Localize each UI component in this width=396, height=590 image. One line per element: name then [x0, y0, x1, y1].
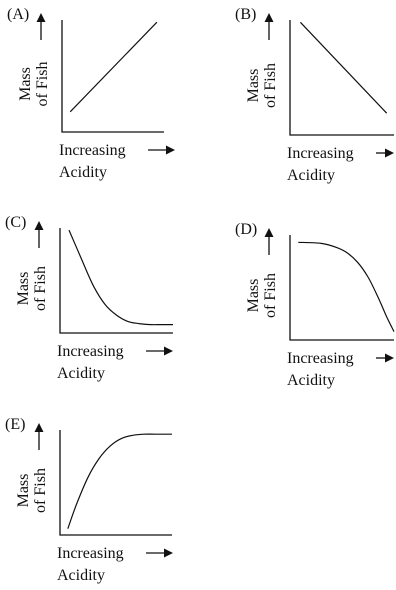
y-axis-label-line2: of Fish: [262, 273, 279, 318]
panel-label-a: (A): [7, 6, 29, 23]
x-axis-label-line2: Acidity: [59, 164, 107, 181]
axes-a: [61, 20, 164, 133]
x-axis-arrow-head: [385, 353, 394, 363]
x-axis-label-line1: Increasing: [57, 545, 124, 562]
y-axis-label-line2: of Fish: [32, 266, 49, 311]
x-axis-label-line2: Acidity: [57, 567, 105, 584]
series-line-b: [299, 21, 388, 114]
series-line-a: [69, 21, 158, 113]
x-axis-arrow-head: [385, 148, 394, 158]
y-axis-arrow-head: [264, 13, 274, 22]
series-line-d: [298, 241, 395, 332]
x-axis-label-line1: Increasing: [59, 142, 126, 159]
y-axis-arrow-head: [36, 13, 46, 22]
y-axis-label-line1: Mass: [15, 474, 32, 508]
series-line-e: [67, 433, 172, 529]
y-axis-label-line2: of Fish: [32, 468, 49, 513]
y-axis-label-line1: Mass: [245, 69, 262, 103]
y-axis-label-line1: Mass: [245, 279, 262, 313]
x-axis-label-line1: Increasing: [287, 350, 354, 367]
x-axis-label-line2: Acidity: [287, 167, 335, 184]
x-axis-label-line2: Acidity: [57, 365, 105, 382]
panel-label-d: (D): [235, 221, 257, 238]
panel-c: (C) Mass of Fish Increasing Acidity: [5, 214, 173, 382]
y-axis-arrow-head: [34, 423, 44, 432]
x-axis-label-line1: Increasing: [57, 343, 124, 360]
panel-b: (B) Mass of Fish Increasing Acidity: [235, 6, 394, 184]
series-line-c: [68, 229, 173, 326]
axes-b: [289, 20, 394, 136]
panel-label-e: (E): [5, 416, 25, 433]
y-axis-arrow-head: [34, 221, 44, 230]
panel-label-c: (C): [5, 214, 26, 231]
x-axis-label-line1: Increasing: [287, 145, 354, 162]
y-axis-label-line1: Mass: [15, 272, 32, 306]
y-axis-label-line2: of Fish: [262, 63, 279, 108]
axes-c: [59, 228, 173, 334]
x-axis-arrow-head: [164, 548, 173, 558]
panel-label-b: (B): [235, 6, 256, 23]
axes-e: [59, 430, 172, 536]
x-axis-arrow-head: [164, 346, 173, 356]
x-axis-arrow-head: [166, 145, 175, 155]
y-axis-arrow-head: [264, 228, 274, 237]
axes-d: [289, 235, 394, 341]
panel-d: (D) Mass of Fish Increasing Acidity: [235, 221, 395, 389]
panel-e: (E) Mass of Fish Increasing Acidity: [5, 416, 173, 584]
y-axis-label-line2: of Fish: [34, 62, 51, 107]
y-axis-label-line1: Mass: [17, 67, 34, 101]
x-axis-label-line2: Acidity: [287, 372, 335, 389]
panel-a: (A) Mass of Fish Increasing Acidity: [7, 6, 175, 181]
